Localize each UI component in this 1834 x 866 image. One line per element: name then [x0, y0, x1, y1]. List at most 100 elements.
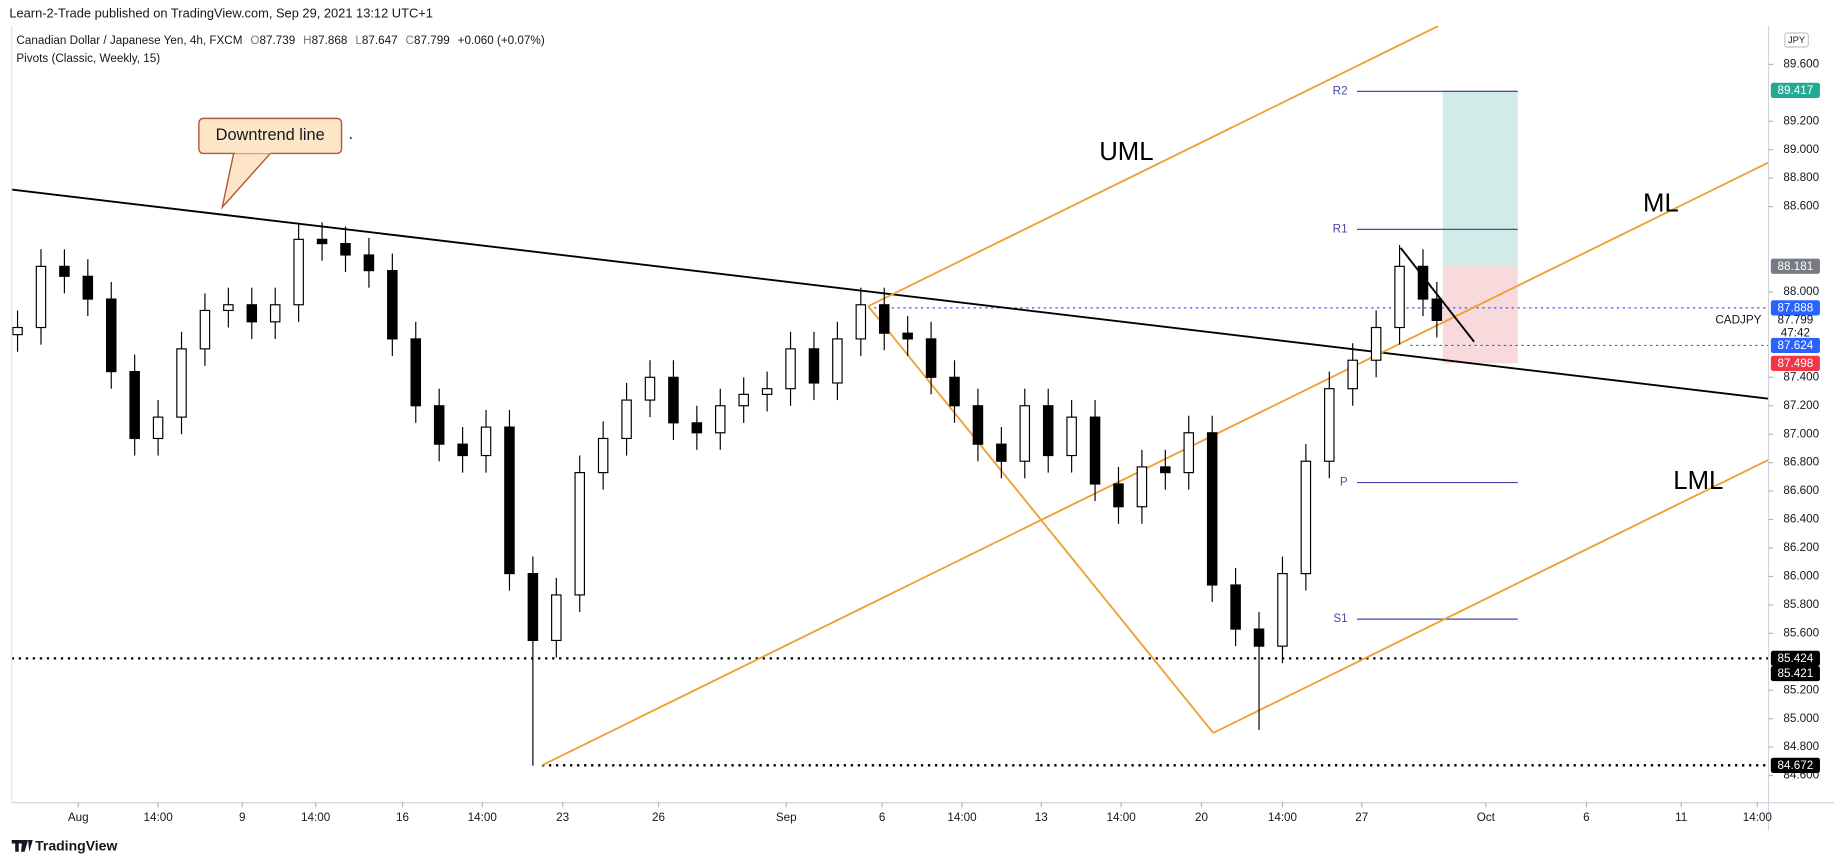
price-label: 87.624 — [1778, 339, 1814, 352]
candle-body — [972, 405, 984, 445]
low-value: 87.647 — [362, 34, 398, 47]
candle-body — [949, 376, 960, 407]
x-tick-label: 14:00 — [947, 811, 977, 824]
x-tick-label: 9 — [239, 811, 246, 824]
x-tick-label: Aug — [68, 811, 89, 824]
candle-body — [1347, 359, 1358, 390]
high-label: H — [303, 34, 311, 47]
price-label-box — [1770, 355, 1820, 371]
candle-body — [504, 426, 515, 575]
legend-line: Canadian Dollar / Japanese Yen, 4h, FXCM… — [16, 34, 544, 47]
footer-brand: TradingView — [35, 838, 117, 854]
price-label-box — [1770, 258, 1820, 274]
candle-body — [996, 443, 1007, 462]
x-tick-label: 16 — [396, 811, 409, 824]
x-tick-label: Oct — [1477, 811, 1496, 824]
candle-body — [480, 426, 492, 457]
candle-body — [105, 298, 117, 373]
y-tick-label: 86.200 — [1783, 541, 1819, 554]
candle-body — [1089, 416, 1101, 485]
x-tick-label: 14:00 — [468, 811, 498, 824]
price-label-box — [1770, 300, 1820, 316]
candle-body — [176, 348, 187, 418]
trend-line — [867, 25, 1439, 308]
open-value: 87.739 — [260, 34, 296, 47]
candle-body — [597, 437, 609, 474]
y-tick-label: 86.000 — [1783, 570, 1819, 583]
candle-body — [1230, 584, 1241, 630]
x-tick-label: 11 — [1675, 811, 1687, 824]
y-tick-label: 84.800 — [1783, 740, 1819, 753]
candle-body — [691, 422, 703, 434]
trend-line — [1212, 458, 1769, 734]
candle-body — [1113, 483, 1124, 508]
callout-dot: . — [349, 125, 354, 143]
x-tick-label: 14:00 — [1743, 811, 1773, 824]
candle-body — [878, 304, 890, 334]
x-tick-label: 14:00 — [301, 811, 331, 824]
x-tick-label: 13 — [1035, 811, 1048, 824]
candle-body — [35, 265, 47, 329]
candle-body — [457, 443, 468, 457]
x-tick-label: 23 — [556, 811, 569, 824]
y-tick-label: 89.200 — [1783, 114, 1819, 127]
candle-body — [761, 388, 773, 395]
candle-body — [574, 472, 585, 596]
x-tick-label: 20 — [1195, 811, 1209, 824]
high-value: 87.868 — [312, 34, 348, 47]
symbol-title: Canadian Dollar / Japanese Yen, 4h, FXCM — [16, 34, 242, 47]
price-label-box — [1770, 665, 1820, 682]
price-label-box — [1770, 757, 1820, 773]
x-tick-label: 14:00 — [143, 811, 173, 824]
candle-body — [199, 309, 211, 350]
plot-area: R2 R1 P S1 — [11, 25, 1769, 767]
tradingview-logo — [11, 840, 33, 852]
candle-body — [738, 393, 749, 407]
low-label: L — [355, 34, 362, 47]
price-label: 85.421 — [1778, 667, 1814, 680]
candle-body — [1066, 416, 1077, 457]
candle-body — [152, 416, 164, 440]
y-tick-label: 85.000 — [1783, 712, 1819, 725]
trend-line — [867, 305, 1214, 734]
last-price: 87.799 — [1778, 314, 1814, 327]
close-value: 87.799 — [414, 34, 450, 47]
currency-label: JPY — [1788, 35, 1806, 45]
candle-body — [1431, 298, 1443, 321]
pivot-label: P — [1340, 476, 1348, 489]
overlay: Downtrend line . UML ML LML — [198, 117, 1723, 495]
candle-body — [1253, 628, 1265, 647]
symbol-label: CADJPY — [1715, 314, 1761, 327]
y-tick-label: 87.000 — [1783, 427, 1819, 440]
candle-body — [1300, 460, 1312, 575]
y-tick-label: 87.400 — [1783, 370, 1819, 383]
x-tick-label: 14:00 — [1268, 811, 1298, 824]
candle-body — [246, 304, 258, 323]
candle-body — [363, 254, 375, 272]
x-tick-label: 26 — [652, 811, 665, 824]
candle-body — [269, 304, 281, 323]
candle-body — [715, 405, 726, 434]
x-tick-label: 14:00 — [1107, 811, 1137, 824]
y-tick-label: 86.800 — [1783, 456, 1819, 469]
ml-label: ML — [1643, 190, 1679, 218]
change-value: +0.060 (+0.07%) — [458, 34, 545, 47]
candle-body — [644, 376, 656, 401]
open-label: O — [250, 34, 259, 47]
candle-body — [1324, 388, 1335, 462]
y-tick-label: 88.600 — [1783, 200, 1819, 213]
price-label: 84.672 — [1778, 759, 1814, 772]
candle-body — [668, 376, 679, 424]
uml-label: UML — [1099, 138, 1153, 166]
y-tick-label: 88.800 — [1783, 171, 1819, 184]
y-tick-label: 89.600 — [1783, 57, 1819, 70]
candle-body — [785, 348, 796, 390]
stop-zone — [1442, 266, 1518, 364]
y-tick-label: 86.600 — [1783, 484, 1819, 497]
candle-body — [82, 275, 94, 300]
candle-body — [433, 405, 445, 445]
y-tick-label: 89.000 — [1783, 143, 1819, 156]
price-label-box — [1770, 337, 1820, 354]
y-tick-label: 85.200 — [1783, 683, 1819, 696]
candle-body — [340, 243, 351, 256]
